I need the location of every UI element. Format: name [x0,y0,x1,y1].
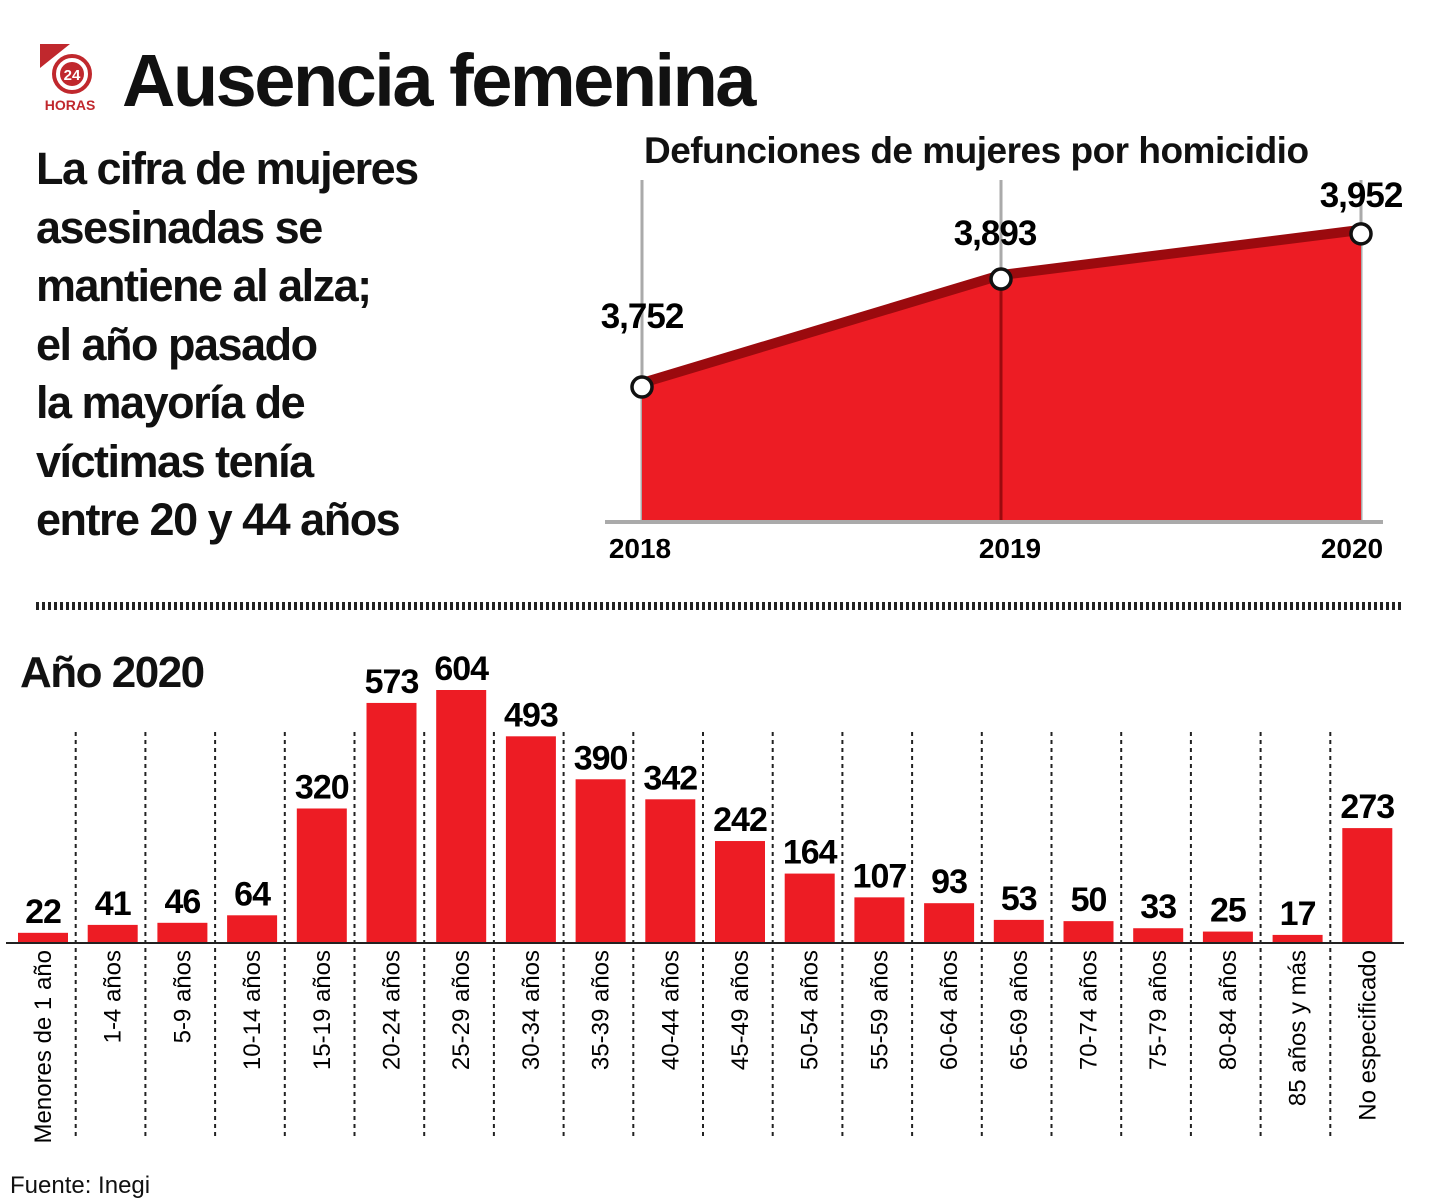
bar-45-49-años [715,841,765,942]
bar-55-59-años [854,897,905,942]
area-chart-title: Defunciones de mujeres por homicidio [644,130,1309,171]
category-label: 60-64 años [936,950,963,1070]
lead-line: mantiene al alza; [36,260,372,311]
data-point-2018 [630,375,654,399]
lead-line: la mayoría de [36,377,306,428]
category-label: 10-14 años [239,950,266,1070]
x-tick-label: 2019 [979,533,1041,564]
category-label: 20-24 años [379,950,406,1070]
data-label: 3,952 [1320,176,1403,215]
bar-value-label: 390 [574,739,628,777]
x-tick-label: 2018 [609,533,671,564]
bar-40-44-años [645,799,696,942]
area-line [640,224,1362,388]
bar-85-años-y-más [1272,934,1323,942]
bar-20-24-años [366,702,417,942]
category-label: 25-29 años [448,950,475,1070]
bar-value-label: 342 [643,759,697,797]
bar-value-label: 164 [783,834,838,872]
bar-value-label: 50 [1071,881,1107,919]
bar-80-84-años [1202,931,1253,942]
bar-65-69-años [993,919,1044,942]
category-label: 45-49 años [727,950,754,1070]
bar-value-label: 573 [365,663,419,701]
category-label: 55-59 años [866,950,893,1070]
area-fill [642,233,1361,521]
category-label: 15-19 años [309,950,336,1070]
bar-value-label: 107 [853,857,907,895]
bar-1-4-años [87,924,138,942]
bar-value-label: 25 [1210,892,1246,930]
bar-50-54-años [784,873,835,942]
bar-5-9-años [157,922,208,942]
svg-text:24: 24 [64,67,81,84]
category-label: 40-44 años [657,950,684,1070]
bar-value-label: 41 [95,885,131,923]
bar-value-label: 64 [234,875,271,913]
category-label: 75-79 años [1145,950,1172,1070]
bar-chart-title: Año 2020 [20,648,205,697]
bar-No-especificado [1342,828,1393,942]
bar-75-79-años [1133,928,1184,942]
lead-line: entre 20 y 44 años [36,494,401,545]
category-label: 30-34 años [518,950,545,1070]
bar-value-label: 93 [931,863,967,901]
category-label: 1-4 años [100,950,127,1043]
lead-line: el año pasado [36,318,318,370]
bar-25-29-años [436,690,487,942]
category-label: 80-84 años [1215,950,1242,1070]
bar-value-label: 53 [1001,880,1037,918]
bar-value-label: 22 [25,893,61,931]
bar-value-label: 242 [713,801,767,839]
category-label: 65-69 años [1006,950,1033,1070]
bar-value-label: 46 [164,883,200,921]
category-label: 5-9 años [169,950,196,1043]
page-title: Ausencia femenina [122,39,756,122]
data-label: 3,893 [954,214,1037,253]
category-label: No especificado [1354,950,1381,1121]
lead-text: La cifra de mujeres asesinadas se mantiene… [36,140,596,550]
bar-15-19-años [296,808,347,942]
bar-30-34-años [505,736,556,942]
lead-line: asesinadas se [36,201,323,253]
bar-Menores-de-1-año [18,932,68,942]
category-label: 70-74 años [1076,950,1103,1070]
logo-24-horas: 24 HORAS [40,44,96,113]
x-tick-label: 2020 [1321,533,1383,564]
dotted-divider [36,602,1404,610]
lead-line: víctimas tenía [36,435,314,487]
lead-line: La cifra de mujeres [36,143,419,194]
bar-value-label: 17 [1280,895,1316,933]
bar-value-label: 320 [295,768,349,806]
bar-60-64-años [924,903,975,942]
svg-text:HORAS: HORAS [45,97,96,113]
bar-70-74-años [1063,921,1114,942]
source-note: Fuente: Inegi [10,1172,151,1199]
category-label: 85 años y más [1285,950,1312,1106]
bar-value-label: 33 [1140,888,1176,926]
bar-value-label: 493 [504,696,558,734]
category-label: 50-54 años [797,950,824,1070]
data-point-2020 [1349,222,1373,246]
bar-35-39-años [575,779,626,942]
category-label: 35-39 años [588,950,615,1070]
bar-value-label: 273 [1340,788,1394,826]
bar-value-label: 604 [434,650,489,688]
data-point-2019 [989,267,1013,291]
data-label: 3,752 [601,297,684,336]
category-label: Menores de 1 año [30,950,57,1143]
bar-10-14-años [227,915,278,942]
